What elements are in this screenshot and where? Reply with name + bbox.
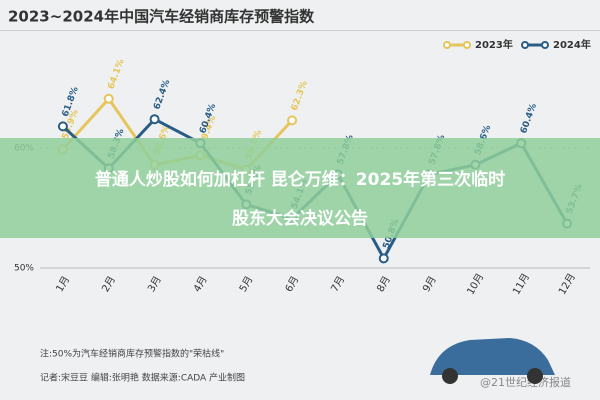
x-tick-label: 6月 <box>283 274 302 294</box>
data-label: 62.3% <box>290 80 310 113</box>
banner-bg <box>0 138 600 238</box>
point <box>149 114 160 125</box>
x-tick-label: 2月 <box>99 274 118 294</box>
x-tick-label: 8月 <box>374 274 393 294</box>
divider <box>0 30 600 31</box>
data-label: 64.1% <box>107 58 127 91</box>
legend-swatch <box>443 41 451 49</box>
x-tick-label: 7月 <box>329 274 348 294</box>
y-tick-label: 50% <box>14 264 34 274</box>
x-tick-label: 4月 <box>191 274 210 294</box>
point <box>287 115 298 126</box>
x-tick-label: 1月 <box>54 274 73 294</box>
footer-note: 注:50%为汽车经销商库存预警指数的"荣枯线" <box>40 348 224 360</box>
x-tick-label: 9月 <box>420 274 439 294</box>
legend-label: 2024年 <box>553 38 591 51</box>
point <box>103 93 114 104</box>
x-tick-label: 10月 <box>465 271 487 297</box>
x-tick-label: 11月 <box>510 271 532 297</box>
point <box>57 121 68 132</box>
car-icon <box>430 338 555 384</box>
banner-line: 普通人炒股如何加杠杆 昆仑万维：2025年第三次临时 <box>95 169 505 190</box>
point <box>378 253 389 264</box>
legend-swatch <box>541 41 549 49</box>
x-tick-label: 12月 <box>556 271 578 297</box>
data-label: 60.4% <box>519 102 539 135</box>
legend-label: 2023年 <box>475 38 513 51</box>
x-tick-label: 3月 <box>145 274 164 294</box>
watermark: @21世纪经济报道 <box>480 375 571 389</box>
chart-title: 2023~2024年中国汽车经销商库存预警指数 <box>8 8 315 26</box>
banner-line: 股东大会决议公告 <box>232 208 368 229</box>
legend-swatch <box>521 41 529 49</box>
data-label: 62.4% <box>152 78 172 111</box>
footer-credit: 记者:宋豆豆 编辑:张明艳 数据来源:CADA 产业制图 <box>40 372 245 384</box>
x-tick-label: 5月 <box>237 274 256 294</box>
legend-swatch <box>463 41 471 49</box>
